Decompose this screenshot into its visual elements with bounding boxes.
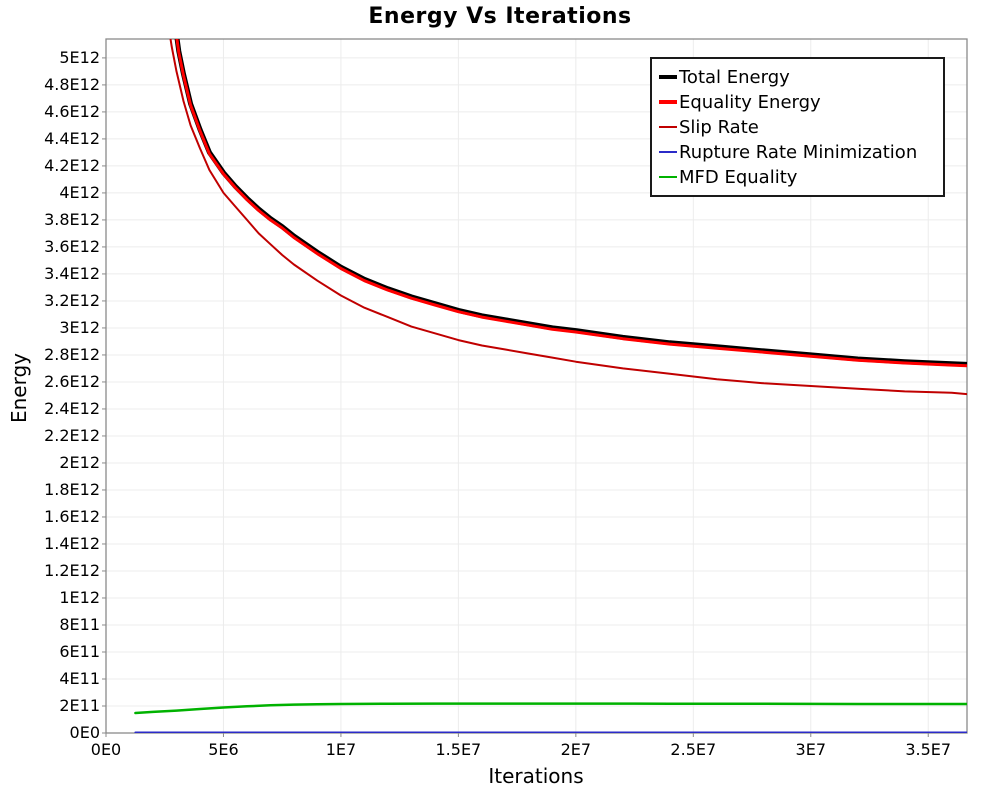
y-axis-title: Energy (7, 352, 31, 424)
y-tick-label: 2E11 (59, 695, 100, 715)
legend-item-rupture-rate-minimization: Rupture Rate Minimization (659, 141, 937, 163)
legend-label: Slip Rate (679, 116, 759, 138)
x-tick-label: 5E6 (208, 740, 239, 759)
legend-label: Total Energy (679, 66, 790, 88)
legend-box: Total Energy Equality Energy Slip Rate R… (650, 57, 945, 197)
legend-item-equality-energy: Equality Energy (659, 91, 937, 113)
y-tick-label: 4.2E12 (44, 155, 100, 175)
x-axis-title: Iterations (488, 764, 584, 788)
y-tick-label: 4E11 (59, 668, 100, 688)
series-line-mfd-equality (134, 702, 967, 715)
x-tick-label: 3.5E7 (905, 740, 952, 759)
equality-energy-line-swatch (659, 100, 677, 104)
x-tick-label: 2.5E7 (670, 740, 717, 759)
y-tick-label: 2E12 (59, 452, 100, 472)
y-tick-label: 3.8E12 (44, 209, 100, 229)
legend-item-mfd-equality: MFD Equality (659, 166, 937, 188)
x-tick-label: 0E0 (90, 740, 122, 759)
chart-title: Energy Vs Iterations (368, 4, 632, 29)
mfd-equality-line-swatch (659, 176, 677, 178)
y-tick-label: 2.6E12 (44, 371, 100, 391)
y-tick-label: 0E0 (69, 723, 100, 742)
y-tick-label: 3E12 (59, 317, 100, 337)
y-tick-label: 1E12 (59, 587, 100, 607)
y-tick-label: 6E11 (59, 641, 100, 661)
x-tick-label: 1.5E7 (435, 740, 482, 759)
y-tick-label: 2.2E12 (44, 425, 100, 445)
y-tick-label: 5E12 (59, 47, 100, 67)
y-tick-label: 2.8E12 (44, 344, 100, 364)
legend-label: Rupture Rate Minimization (679, 141, 918, 163)
y-tick-label: 1.8E12 (44, 479, 100, 499)
y-tick-label: 3.4E12 (44, 263, 100, 283)
y-tick-label: 4.6E12 (44, 101, 100, 121)
y-tick-label: 1.4E12 (44, 533, 100, 553)
legend-item-total-energy: Total Energy (659, 66, 937, 88)
x-tick-label: 2E7 (560, 740, 592, 759)
series-line-equality-energy (175, 39, 967, 368)
rupture-rate-minimization-line-swatch (659, 151, 677, 153)
legend-label: Equality Energy (679, 91, 821, 113)
y-tick-label: 4.8E12 (44, 74, 100, 94)
y-tick-label: 1.6E12 (44, 506, 100, 526)
y-tick-label: 3.2E12 (44, 290, 100, 310)
slip-rate-line-swatch (659, 126, 677, 128)
series-line-slip-rate (169, 39, 967, 396)
x-tick-label: 1E7 (325, 740, 357, 759)
y-tick-label: 2.4E12 (44, 398, 100, 418)
y-tick-label: 8E11 (59, 614, 100, 634)
y-tick-label: 4E12 (59, 182, 100, 202)
y-tick-label: 4.4E12 (44, 128, 100, 148)
x-tick-label: 3E7 (795, 740, 826, 759)
y-tick-label: 3.6E12 (44, 236, 100, 256)
total-energy-line-swatch (659, 75, 677, 79)
legend-label: MFD Equality (679, 166, 798, 188)
y-tick-label: 1.2E12 (44, 560, 100, 580)
legend-item-slip-rate: Slip Rate (659, 116, 937, 138)
